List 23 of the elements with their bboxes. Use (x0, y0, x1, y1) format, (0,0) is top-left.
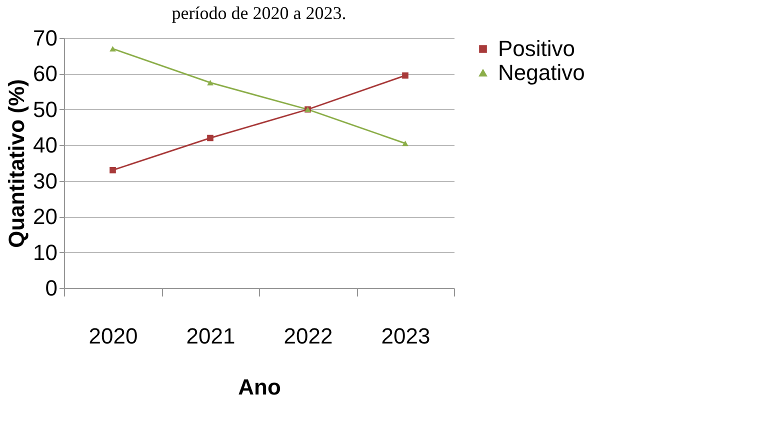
x-tick-label: 2021 (186, 324, 236, 348)
y-tick-label: 60 (33, 61, 58, 86)
x-tick-label: 2020 (88, 324, 138, 348)
x-axis-title: Ano (238, 374, 281, 400)
y-tick-label: 0 (45, 276, 58, 300)
point (207, 80, 214, 86)
point (402, 140, 408, 146)
point (110, 166, 116, 174)
legend-label: Positivo (498, 36, 576, 61)
x-tick-label: 2023 (381, 324, 430, 348)
point (110, 46, 116, 52)
y-tick-label: 30 (33, 168, 58, 194)
y-tick-label: 50 (33, 96, 58, 122)
y-tick-label: 70 (33, 26, 58, 50)
point (402, 72, 408, 79)
chart-title: período de 2020 a 2023. (172, 3, 346, 23)
legend-label: Negativo (498, 60, 585, 85)
x-tick-label: 2022 (284, 324, 333, 348)
y-axis-title: Quantitativo (%) (4, 79, 30, 248)
y-tick-label: 20 (33, 204, 58, 230)
y-tick-label: 40 (33, 132, 58, 158)
point (207, 134, 214, 142)
y-tick-label: 10 (33, 240, 58, 265)
